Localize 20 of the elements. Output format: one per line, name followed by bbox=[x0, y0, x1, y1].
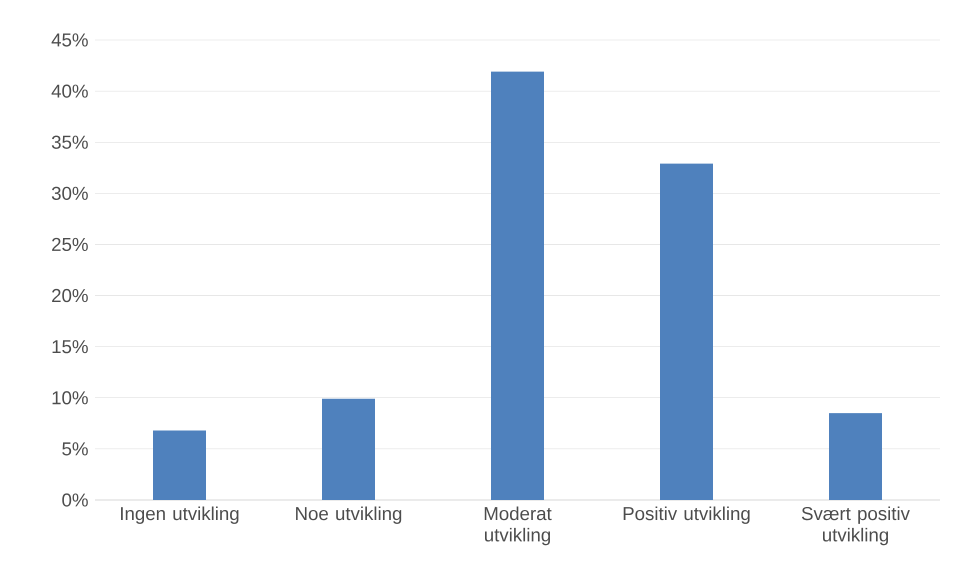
x-tick-label: Noe utvikling bbox=[296, 506, 402, 524]
bar bbox=[660, 164, 714, 500]
bar bbox=[829, 413, 882, 500]
y-tick-label: 10% bbox=[52, 391, 88, 404]
y-tick-label: 20% bbox=[52, 288, 88, 302]
x-tick-label: Svært positiv utvikling bbox=[802, 506, 910, 546]
y-tick-label: 45% bbox=[52, 33, 88, 47]
x-tick-label: Positiv utvikling bbox=[624, 506, 750, 524]
bar bbox=[491, 72, 544, 500]
y-tick-label: 30% bbox=[52, 186, 88, 200]
bar bbox=[322, 398, 375, 500]
y-tick-label: 5% bbox=[62, 442, 88, 456]
y-tick-label: 15% bbox=[52, 340, 88, 354]
y-tick-label: 0% bbox=[62, 493, 88, 507]
x-tick-label: Moderat utvikling bbox=[484, 506, 552, 546]
bar bbox=[153, 430, 206, 500]
y-tick-label: 40% bbox=[52, 84, 88, 98]
y-tick-label: 35% bbox=[52, 136, 88, 149]
y-tick-label: 25% bbox=[52, 238, 88, 252]
x-tick-label: Ingen utvikling bbox=[121, 506, 238, 524]
